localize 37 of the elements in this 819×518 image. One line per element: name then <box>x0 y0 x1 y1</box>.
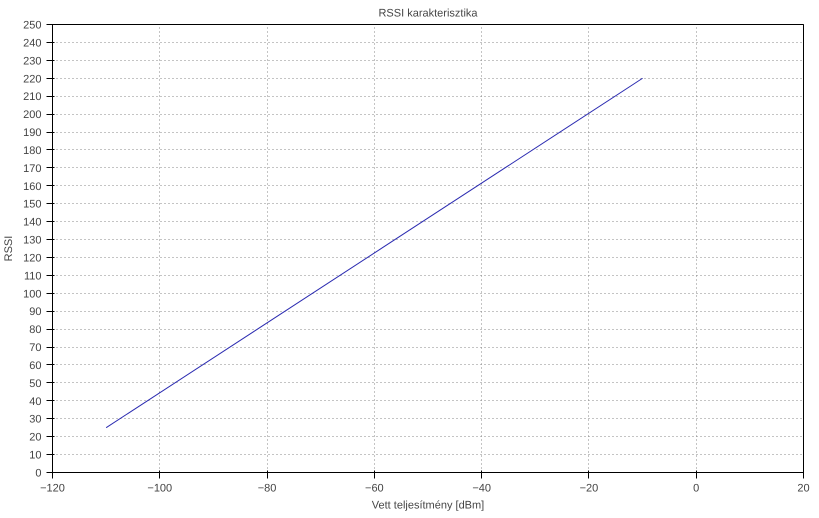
y-tick-label: 20 <box>29 432 42 444</box>
y-tick-label: 50 <box>29 378 42 390</box>
y-tick-label: 240 <box>23 37 42 50</box>
x-tick-label: −100 <box>147 482 172 494</box>
y-tick-label: 200 <box>23 109 42 122</box>
y-tick-label: 140 <box>23 216 42 229</box>
x-tick-label: −20 <box>580 482 598 494</box>
x-axis-title: Vett teljesítmény [dBm] <box>372 500 484 512</box>
y-tick-label: 90 <box>29 306 42 318</box>
y-tick-label: 30 <box>29 414 42 426</box>
y-tick-label: 80 <box>29 324 42 336</box>
y-tick-label: 230 <box>23 55 42 68</box>
y-tick-label: 40 <box>29 396 42 408</box>
x-tick-label: −40 <box>472 482 491 494</box>
x-tick-label: 0 <box>693 482 700 494</box>
y-tick-label: 220 <box>23 73 42 86</box>
y-tick-label: 0 <box>35 468 42 480</box>
x-tick-label: −80 <box>258 482 276 494</box>
x-tick-label: −120 <box>40 482 65 494</box>
y-tick-label: 250 <box>23 20 42 32</box>
y-axis-title: RSSI <box>3 236 16 262</box>
x-tick-label: −60 <box>365 482 384 494</box>
y-tick-label: 120 <box>23 252 42 264</box>
chart-title: RSSI karakterisztika <box>378 8 478 20</box>
y-tick-label: 70 <box>29 342 42 354</box>
x-tick-label: 20 <box>797 482 810 494</box>
y-tick-label: 180 <box>23 144 42 157</box>
y-tick-label: 10 <box>29 450 42 462</box>
y-tick-label: 100 <box>23 288 42 300</box>
y-tick-label: 150 <box>23 198 42 211</box>
y-tick-label: 60 <box>29 360 42 372</box>
y-tick-label: 160 <box>23 180 42 193</box>
y-tick-label: 130 <box>23 234 42 247</box>
y-tick-label: 190 <box>23 127 42 140</box>
y-tick-label: 210 <box>23 91 42 104</box>
y-tick-label: 170 <box>23 162 42 175</box>
y-tick-label: 110 <box>24 270 42 282</box>
